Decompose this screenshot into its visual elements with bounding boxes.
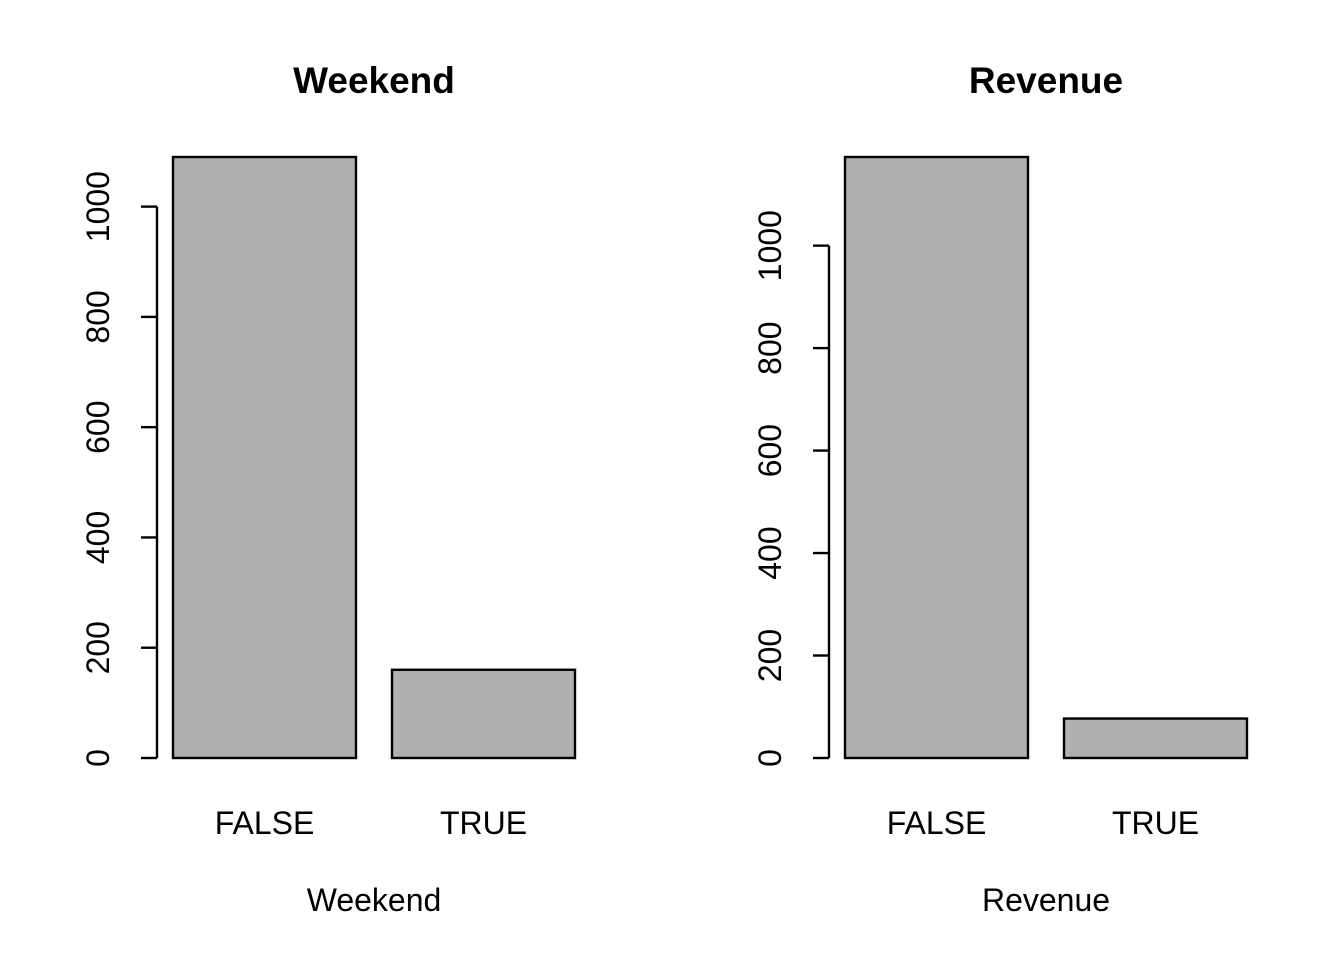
bar-true (1062, 717, 1249, 760)
bar-false (171, 155, 358, 760)
y-tick-label: 600 (752, 424, 788, 477)
chart-title: Weekend (293, 60, 455, 101)
category-label: TRUE (1112, 805, 1199, 841)
category-labels: FALSE TRUE (215, 805, 527, 841)
category-labels: FALSE TRUE (887, 805, 1199, 841)
y-tick-label: 1000 (752, 210, 788, 281)
bar-true (390, 668, 577, 760)
weekend-panel: Weekend Weekend FALSE TRUE 0 200 400 600 800 1… (80, 60, 577, 918)
bars (843, 155, 1249, 760)
chart-title: Revenue (969, 60, 1123, 101)
category-label: TRUE (440, 805, 527, 841)
y-axis: 0 200 400 600 800 1000 (752, 210, 831, 767)
bar-false (843, 155, 1030, 760)
y-tick-label: 600 (80, 400, 116, 453)
y-tick-label: 800 (80, 290, 116, 343)
y-tick-label: 800 (752, 321, 788, 374)
category-label: FALSE (887, 805, 987, 841)
category-label: FALSE (215, 805, 315, 841)
y-tick-label: 400 (752, 526, 788, 579)
y-tick-label: 200 (752, 629, 788, 682)
revenue-panel: Revenue Revenue FALSE TRUE 0 200 400 600 800 1… (752, 60, 1249, 918)
y-tick-label: 0 (80, 749, 116, 767)
y-tick-label: 1000 (80, 171, 116, 242)
x-axis-label: Revenue (982, 882, 1110, 918)
y-axis: 0 200 400 600 800 1000 (80, 171, 159, 767)
y-tick-label: 400 (80, 511, 116, 564)
bars (171, 155, 577, 760)
x-axis-label: Weekend (307, 882, 442, 918)
y-tick-label: 200 (80, 621, 116, 674)
y-tick-label: 0 (752, 749, 788, 767)
